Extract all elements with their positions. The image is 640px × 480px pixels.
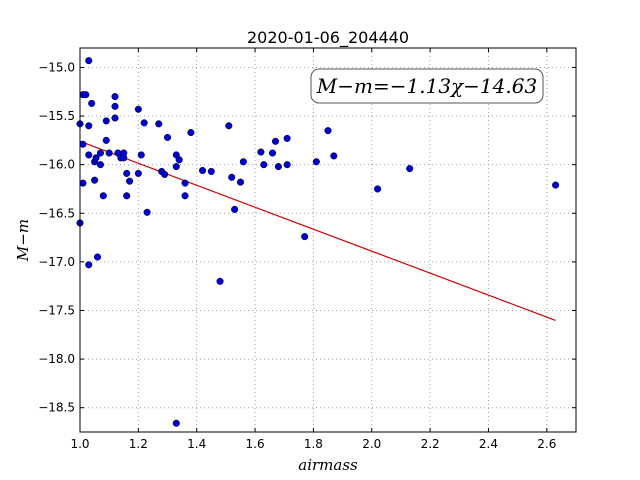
data-point (111, 114, 119, 122)
data-point (175, 156, 183, 164)
data-point (163, 133, 172, 141)
data-point (198, 166, 207, 175)
data-point (330, 152, 338, 160)
data-point (274, 163, 282, 171)
data-point (88, 99, 96, 107)
data-point (216, 277, 224, 285)
data-point (82, 91, 90, 99)
y-tick-label: −16.0 (38, 158, 75, 172)
data-point (406, 164, 414, 173)
data-point (269, 149, 277, 157)
x-tick-label: 1.8 (304, 437, 323, 451)
data-point (85, 151, 93, 159)
data-point (134, 169, 142, 177)
x-tick-label: 2.6 (537, 437, 556, 451)
data-point (207, 167, 215, 176)
plot-frame (79, 47, 577, 433)
y-tick-labels: −15.0 −15.5 −16.0 −16.5 −17.0 −17.5 −18.0 −18.5 (38, 60, 75, 414)
data-point (374, 185, 382, 193)
x-axis-label: airmass (298, 456, 358, 474)
fit-equation-annotation: M−m=−1.13χ−14.63 (316, 74, 537, 98)
data-point (140, 119, 148, 127)
x-tick-label: 2.4 (479, 437, 498, 451)
data-point (123, 169, 131, 177)
y-tick-label: −18.0 (38, 352, 75, 366)
data-point (91, 176, 99, 184)
data-point (239, 158, 247, 166)
data-point (134, 105, 142, 113)
data-point (102, 117, 110, 125)
data-point (231, 205, 239, 213)
data-point (99, 192, 107, 200)
data-point (126, 177, 134, 185)
data-point (137, 151, 145, 159)
x-tick-label: 2.2 (421, 437, 440, 451)
data-point (96, 161, 104, 169)
data-point (161, 170, 169, 178)
y-tick-label: −18.5 (38, 401, 75, 415)
data-point (228, 173, 236, 181)
data-point (143, 208, 151, 216)
data-point (120, 154, 128, 162)
data-point (105, 149, 113, 157)
plot-area (80, 48, 576, 432)
x-tick-label: 1.0 (70, 437, 89, 451)
data-point (283, 134, 291, 142)
data-point (92, 154, 100, 162)
x-tick-label: 1.2 (129, 437, 148, 451)
data-point (301, 233, 309, 241)
data-point (324, 127, 332, 135)
y-axis-label: M−m (14, 219, 32, 262)
grid-lines (79, 48, 576, 432)
data-point (225, 122, 233, 130)
data-point (312, 158, 320, 166)
annotation-box (310, 68, 544, 104)
x-tick-label: 2.0 (362, 437, 381, 451)
x-tick-label: 1.6 (246, 437, 265, 451)
data-point (181, 179, 189, 187)
data-point (172, 419, 180, 427)
y-tick-label: −15.5 (38, 109, 75, 123)
data-point (257, 148, 265, 156)
data-point (283, 161, 291, 169)
data-point (93, 253, 102, 261)
data-point (102, 136, 110, 144)
data-point (155, 120, 163, 128)
data-point (79, 140, 87, 148)
data-point (96, 149, 104, 157)
y-tick-label: −17.0 (38, 255, 75, 269)
data-point (111, 102, 119, 110)
y-tick-label: −17.5 (38, 303, 75, 317)
x-tick-labels: 1.0 1.2 1.4 1.6 1.8 2.0 2.2 2.4 2.6 (70, 437, 556, 451)
data-point (111, 93, 119, 101)
data-points (76, 57, 560, 427)
data-point (552, 181, 560, 189)
data-point (181, 192, 189, 200)
data-point (123, 192, 131, 200)
axis-ticks (79, 48, 576, 432)
x-tick-label: 1.4 (187, 437, 206, 451)
data-point (172, 163, 180, 171)
data-point (85, 57, 93, 65)
chart-title: 2020-01-06_204440 (247, 28, 409, 48)
data-point (79, 179, 87, 187)
data-point (187, 129, 195, 137)
data-point (236, 178, 245, 186)
data-point (271, 137, 280, 145)
data-point (260, 161, 268, 169)
data-point (85, 122, 93, 130)
data-point (85, 261, 93, 269)
y-tick-label: −15.0 (38, 60, 75, 74)
y-tick-label: −16.5 (38, 206, 75, 220)
